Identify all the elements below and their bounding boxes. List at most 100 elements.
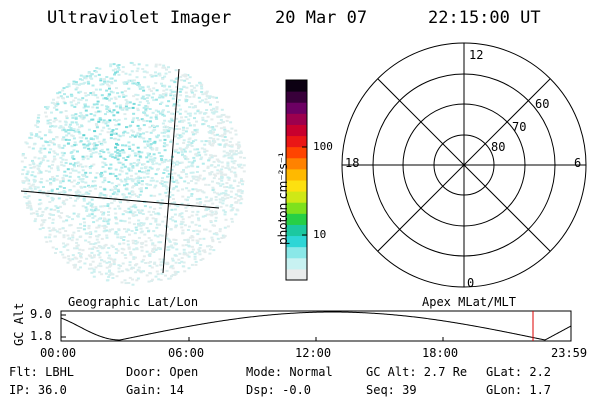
image-pixel xyxy=(224,218,228,221)
image-pixel xyxy=(160,234,164,237)
image-pixel xyxy=(141,68,145,70)
image-pixel xyxy=(162,128,166,131)
image-pixel xyxy=(226,194,230,197)
image-pixel xyxy=(77,165,81,168)
image-pixel xyxy=(203,148,207,151)
image-pixel xyxy=(90,198,94,201)
image-pixel xyxy=(40,219,44,222)
image-pixel xyxy=(155,117,159,120)
image-pixel xyxy=(126,176,129,179)
image-pixel xyxy=(84,94,88,97)
image-pixel xyxy=(160,101,164,104)
image-pixel xyxy=(47,190,51,193)
image-pixel xyxy=(63,202,67,205)
image-pixel xyxy=(132,256,136,259)
image-pixel xyxy=(154,220,158,223)
image-pixel xyxy=(152,210,155,213)
image-pixel xyxy=(60,151,64,154)
image-pixel xyxy=(95,226,99,229)
image-pixel xyxy=(25,177,29,180)
image-pixel xyxy=(211,142,215,145)
image-pixel xyxy=(39,148,43,151)
image-pixel xyxy=(117,270,121,273)
image-pixel xyxy=(150,266,154,269)
image-pixel xyxy=(27,205,31,207)
image-pixel xyxy=(153,261,157,264)
image-pixel xyxy=(49,213,53,216)
image-pixel xyxy=(156,273,160,276)
image-pixel xyxy=(173,270,177,273)
image-pixel xyxy=(147,210,151,213)
image-pixel xyxy=(81,169,85,172)
image-pixel xyxy=(223,144,227,147)
image-pixel xyxy=(21,173,24,176)
image-pixel xyxy=(231,187,235,190)
image-pixel xyxy=(197,96,201,99)
image-pixel xyxy=(161,84,165,87)
image-pixel xyxy=(59,161,63,164)
image-pixel xyxy=(196,190,200,193)
image-pixel xyxy=(193,148,197,151)
image-pixel xyxy=(227,178,231,181)
image-pixel xyxy=(74,169,78,172)
image-pixel xyxy=(180,135,184,138)
image-pixel xyxy=(108,230,112,233)
image-pixel xyxy=(171,194,175,197)
image-pixel xyxy=(55,101,59,104)
image-pixel xyxy=(207,208,210,210)
image-pixel xyxy=(117,138,121,141)
image-pixel xyxy=(89,76,92,79)
image-pixel xyxy=(180,88,184,91)
image-pixel xyxy=(126,211,130,214)
image-pixel xyxy=(205,196,209,199)
image-pixel xyxy=(155,270,159,273)
image-pixel xyxy=(83,92,87,95)
image-pixel xyxy=(131,166,135,169)
image-pixel xyxy=(187,244,191,247)
image-pixel xyxy=(157,246,160,249)
image-pixel xyxy=(64,123,68,126)
image-pixel xyxy=(44,111,47,114)
image-pixel xyxy=(36,120,40,123)
image-pixel xyxy=(134,242,138,245)
image-pixel xyxy=(92,221,96,224)
image-pixel xyxy=(124,180,128,183)
image-pixel xyxy=(162,114,166,117)
status-glat: GLat: 2.2 xyxy=(486,365,552,379)
image-pixel xyxy=(49,183,53,186)
image-pixel xyxy=(137,180,141,183)
image-pixel xyxy=(46,195,50,198)
image-pixel xyxy=(30,137,34,140)
image-pixel xyxy=(237,152,241,155)
image-pixel xyxy=(103,170,107,173)
image-pixel xyxy=(142,270,145,273)
image-pixel xyxy=(82,228,86,231)
image-pixel xyxy=(62,126,65,129)
image-pixel xyxy=(182,253,186,256)
image-pixel xyxy=(137,153,141,156)
image-pixel xyxy=(205,95,209,97)
image-pixel xyxy=(73,256,77,259)
image-pixel xyxy=(160,182,164,185)
image-pixel xyxy=(33,220,37,223)
image-pixel xyxy=(55,178,59,181)
image-pixel xyxy=(94,176,98,179)
image-pixel xyxy=(156,212,160,215)
image-pixel xyxy=(204,119,208,122)
image-pixel xyxy=(112,63,116,66)
image-pixel xyxy=(136,241,140,244)
image-pixel xyxy=(48,201,52,203)
image-pixel xyxy=(163,66,167,69)
image-pixel xyxy=(56,207,60,209)
image-pixel xyxy=(134,240,138,242)
image-pixel xyxy=(179,148,183,151)
image-pixel xyxy=(171,267,175,270)
image-pixel xyxy=(114,150,118,153)
image-pixel xyxy=(80,79,84,81)
image-pixel xyxy=(36,215,40,217)
image-pixel xyxy=(191,133,195,136)
image-pixel xyxy=(155,114,158,117)
image-pixel xyxy=(175,101,179,103)
image-pixel xyxy=(93,142,97,145)
image-pixel xyxy=(52,143,56,146)
